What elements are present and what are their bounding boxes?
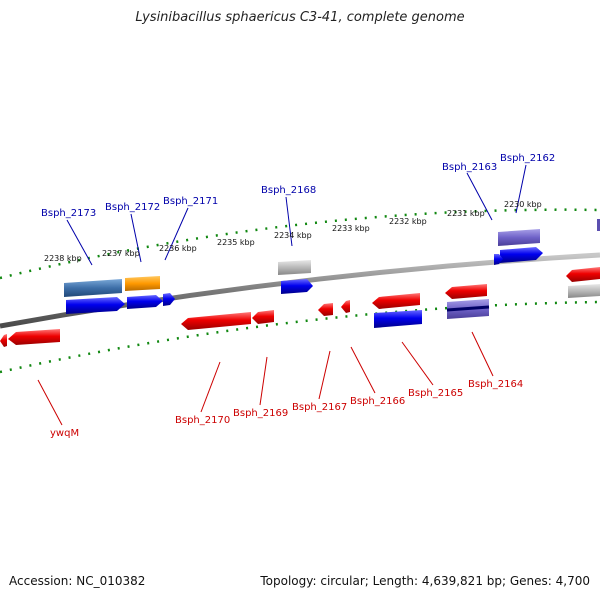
label-bsph-2171[interactable]: Bsph_2171	[163, 196, 218, 207]
tick-label-2232: 2232 kbp	[389, 217, 427, 226]
gene-edge-purple[interactable]	[597, 219, 600, 231]
gene-bsph-2169[interactable]	[252, 310, 274, 324]
tick-label-2238: 2238 kbp	[44, 254, 82, 263]
topology-text: Topology: circular; Length: 4,639,821 bp…	[260, 574, 590, 588]
gene-bsph-2166-small[interactable]	[341, 300, 350, 313]
gene-bsph-2172[interactable]	[125, 276, 160, 291]
label-ywqm[interactable]: ywqM	[50, 428, 79, 439]
tick-label-2231: 2231 kbp	[447, 209, 485, 218]
label-bsph-2162[interactable]: Bsph_2162	[500, 153, 555, 164]
accession-text: Accession: NC_010382	[9, 574, 146, 588]
tick-label-2233: 2233 kbp	[332, 224, 370, 233]
top-leaders	[66, 164, 527, 266]
gene-bsph-2173[interactable]	[64, 279, 122, 297]
tick-label-2236: 2236 kbp	[159, 244, 197, 253]
label-bsph-2166[interactable]: Bsph_2166	[350, 396, 405, 407]
gene-forward-d[interactable]	[494, 254, 503, 265]
gene-forward-a[interactable]	[66, 297, 125, 314]
reverse-tick-arc	[0, 300, 600, 374]
label-bsph-2165[interactable]: Bsph_2165	[408, 388, 463, 399]
gene-forward-c[interactable]	[281, 279, 313, 294]
label-bsph-2170[interactable]: Bsph_2170	[175, 415, 230, 426]
gene-bsph-2167[interactable]	[318, 303, 333, 316]
label-bsph-2163[interactable]: Bsph_2163	[442, 162, 497, 173]
gene-bsph-2170[interactable]	[181, 312, 251, 330]
gene-edge-red[interactable]	[0, 334, 7, 347]
label-bsph-2172[interactable]: Bsph_2172	[105, 202, 160, 213]
tick-label-2235: 2235 kbp	[217, 238, 255, 247]
tick-label-2234: 2234 kbp	[274, 231, 312, 240]
gene-ywqm[interactable]	[8, 329, 60, 345]
gene-reverse-edge[interactable]	[566, 267, 600, 282]
gene-forward-b[interactable]	[127, 295, 163, 309]
gene-edge-gray[interactable]	[568, 284, 600, 298]
tick-label-2237: 2237 kbp	[102, 249, 140, 258]
gene-bsph-2162[interactable]	[500, 247, 543, 263]
gene-bsph-2171[interactable]	[163, 293, 175, 306]
label-bsph-2164[interactable]: Bsph_2164	[468, 379, 523, 390]
label-bsph-2168[interactable]: Bsph_2168	[261, 185, 316, 196]
gene-bsph-2164-red[interactable]	[445, 284, 487, 299]
gene-bsph-2165[interactable]	[374, 310, 422, 328]
bottom-leaders	[37, 331, 494, 426]
label-bsph-2169[interactable]: Bsph_2169	[233, 408, 288, 419]
gene-bsph-2164-stripe	[446, 305, 490, 312]
map-title: Lysinibacillus sphaericus C3-41, complet…	[135, 10, 465, 25]
forward-tick-arc	[0, 208, 600, 280]
gene-bsph-2163[interactable]	[498, 229, 540, 246]
tick-label-2230: 2230 kbp	[504, 200, 542, 209]
label-bsph-2167[interactable]: Bsph_2167	[292, 402, 347, 413]
gene-bsph-2166[interactable]	[372, 293, 420, 309]
label-bsph-2173[interactable]: Bsph_2173	[41, 208, 96, 219]
gene-bsph-2168[interactable]	[278, 260, 311, 275]
